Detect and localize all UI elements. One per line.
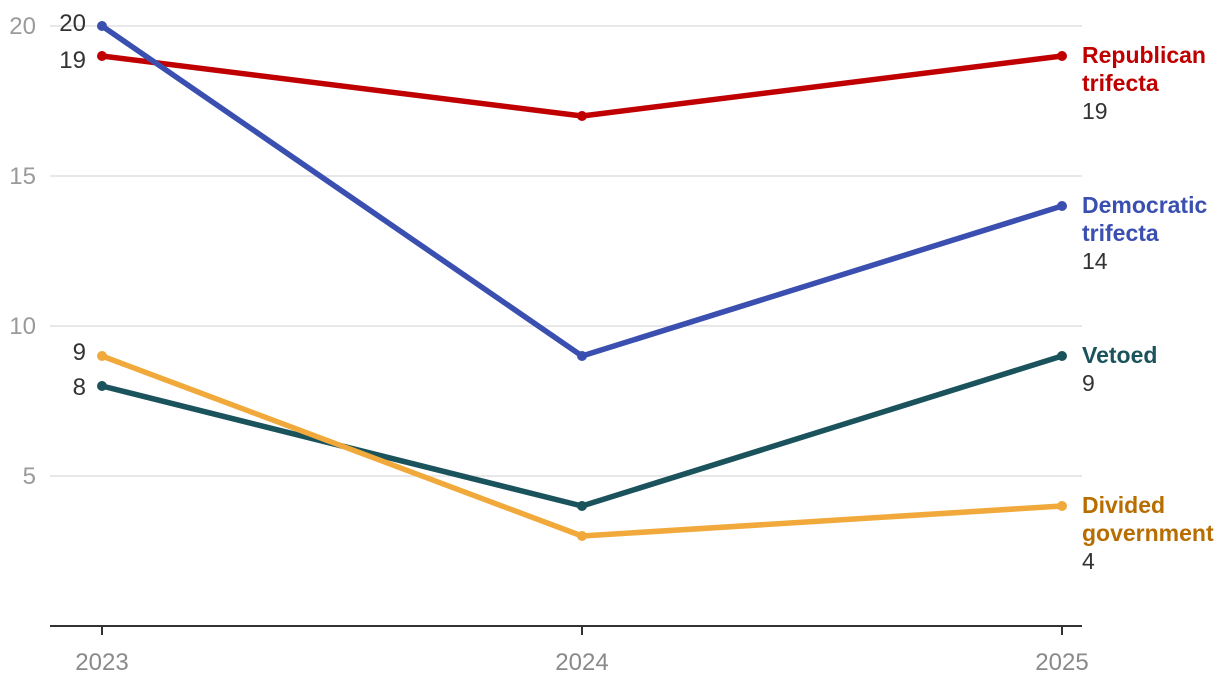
y-tick-label: 10 <box>9 313 36 340</box>
start-value-label: 9 <box>73 339 86 366</box>
x-axis: 2023 2024 2025 <box>50 625 1089 676</box>
end-value-label: 9 <box>1082 370 1095 396</box>
series-line <box>99 353 1065 509</box>
data-point <box>577 501 587 511</box>
data-point <box>577 351 587 361</box>
data-point <box>1057 351 1067 361</box>
data-point <box>577 111 587 121</box>
gridlines <box>50 25 1082 477</box>
end-value-label: 19 <box>1082 98 1108 124</box>
data-point <box>1057 501 1067 511</box>
y-axis-ticks: 5 10 15 20 <box>9 13 36 490</box>
x-tick-label: 2023 <box>75 649 128 676</box>
series-labels: 192089Republicantrifecta19Democratictrif… <box>59 10 1214 574</box>
data-point <box>97 351 107 361</box>
series-name-label: government <box>1082 520 1214 546</box>
y-tick-label: 5 <box>23 463 36 490</box>
data-point <box>97 21 107 31</box>
series-name-label: Republican <box>1082 42 1206 68</box>
start-value-label: 8 <box>73 374 86 401</box>
y-tick-label: 15 <box>9 163 36 190</box>
series-name-label: Divided <box>1082 492 1165 518</box>
x-tick-label: 2024 <box>555 649 608 676</box>
end-value-label: 4 <box>1082 548 1095 574</box>
data-point <box>97 381 107 391</box>
series-lines <box>97 21 1067 541</box>
data-point <box>1057 201 1067 211</box>
series-line <box>99 53 1065 119</box>
start-value-label: 20 <box>59 10 86 37</box>
data-point <box>1057 51 1067 61</box>
data-point <box>97 51 107 61</box>
data-point <box>577 531 587 541</box>
x-tick-label: 2025 <box>1035 649 1088 676</box>
series-name-label: Democratic <box>1082 192 1207 218</box>
start-value-label: 19 <box>59 47 86 74</box>
series-name-label: trifecta <box>1082 220 1159 246</box>
series-name-label: trifecta <box>1082 70 1159 96</box>
series-name-label: Vetoed <box>1082 342 1157 368</box>
y-tick-label: 20 <box>9 13 36 40</box>
end-value-label: 14 <box>1082 248 1108 274</box>
